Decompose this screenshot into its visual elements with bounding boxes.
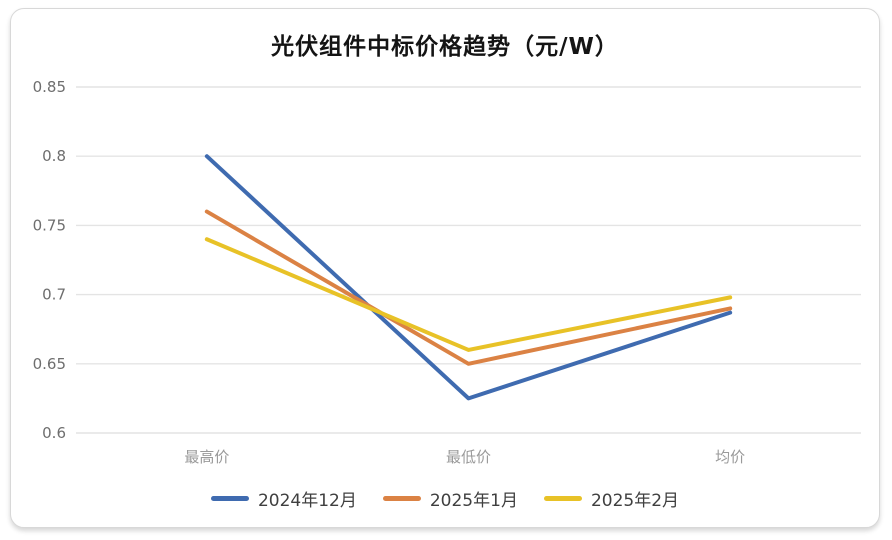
series-line-2024年12月: [204, 154, 733, 401]
legend-label: 2025年2月: [590, 491, 680, 511]
legend-label: 2024年12月: [257, 491, 357, 511]
legend-label: 2025年1月: [429, 491, 518, 511]
chart-title: 光伏组件中标价格趋势（元/W）: [271, 34, 619, 60]
chart-card: 光伏组件中标价格趋势（元/W） 0.85 0.8 0.75 0.7 0.65 0.6 最高价…: [10, 8, 880, 528]
chart-legend: 2024年12月 2025年1月 2025年2月: [11, 486, 879, 511]
x-category-label: 均价: [715, 448, 745, 466]
y-tick-label: 0.6: [42, 424, 66, 442]
legend-item-series-1: 2025年1月: [382, 486, 518, 511]
y-tick-label: 0.75: [33, 216, 66, 234]
legend-item-series-0: 2024年12月: [210, 486, 357, 511]
legend-item-series-2: 2025年2月: [543, 486, 680, 511]
series-line-2025年2月: [204, 237, 733, 352]
x-category-label: 最低价: [446, 448, 491, 466]
legend-line-swatch: [543, 496, 582, 501]
line-chart-plot: 0.85 0.8 0.75 0.7 0.65 0.6 最高价 最低价 均价: [33, 78, 861, 466]
y-tick-label: 0.85: [33, 78, 66, 96]
legend-line-swatch: [382, 496, 421, 501]
legend-line-swatch: [210, 496, 249, 501]
x-category-label: 最高价: [184, 448, 229, 466]
y-tick-label: 0.7: [42, 286, 66, 304]
series-line-2025年1月: [204, 209, 733, 366]
y-tick-label: 0.8: [42, 147, 66, 165]
y-tick-label: 0.65: [33, 355, 66, 373]
